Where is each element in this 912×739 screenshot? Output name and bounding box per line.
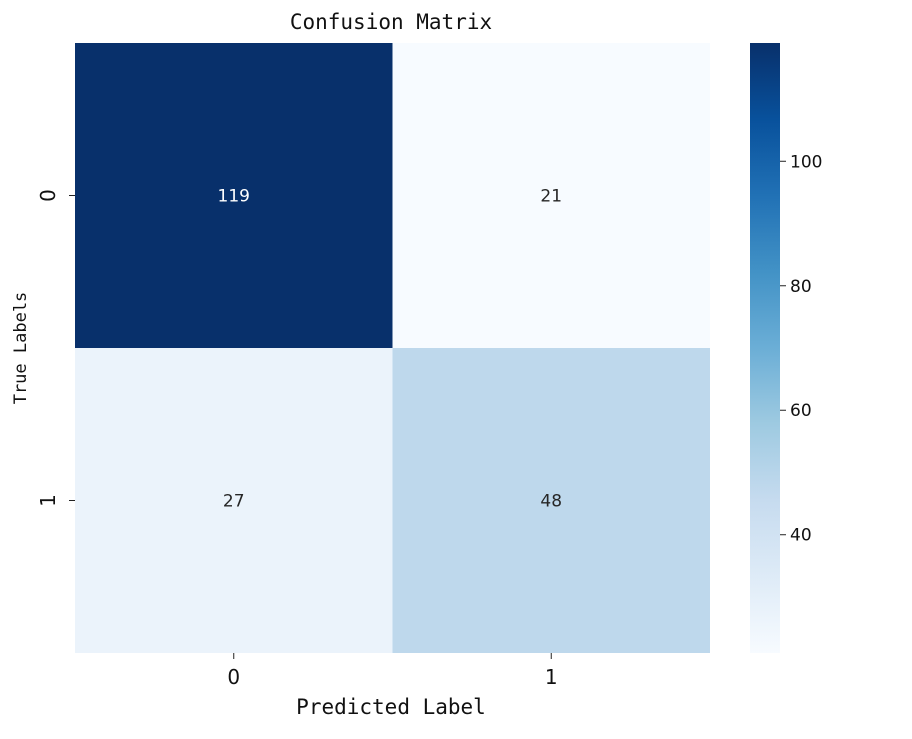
heatmap-cell-0-1 <box>392 43 710 348</box>
cell-value-1-1: 48 <box>540 492 562 512</box>
colorbar-tick-label-0: 40 <box>790 526 812 546</box>
y-axis-label: True Labels <box>11 292 31 405</box>
y-axis-ticks: 01 <box>36 189 75 507</box>
colorbar-tick-label-3: 100 <box>790 152 822 172</box>
colorbar-ticks: 40 60 80 100 <box>780 152 822 546</box>
x-tick-label-0: 0 <box>227 665 240 689</box>
colorbar-tick-label-1: 60 <box>790 401 812 421</box>
heatmap-cell-1-0 <box>75 348 393 653</box>
cell-value-0-0: 119 <box>218 187 250 207</box>
colorbar <box>750 43 780 653</box>
chart-title: Confusion Matrix <box>290 10 492 34</box>
heatmap-cells <box>75 43 710 653</box>
x-tick-label-1: 1 <box>545 665 558 689</box>
heatmap-cell-1-1 <box>392 348 710 653</box>
heatmap-cell-0-0 <box>75 43 393 348</box>
x-axis-label: Predicted Label <box>296 695 486 719</box>
cell-value-0-1: 21 <box>540 187 562 207</box>
y-tick-label-0: 0 <box>36 189 60 202</box>
cell-value-labels: 119 21 27 48 <box>218 187 563 512</box>
colorbar-tick-label-2: 80 <box>790 277 812 297</box>
y-tick-label-1: 1 <box>36 494 60 507</box>
cell-value-1-0: 27 <box>223 492 245 512</box>
